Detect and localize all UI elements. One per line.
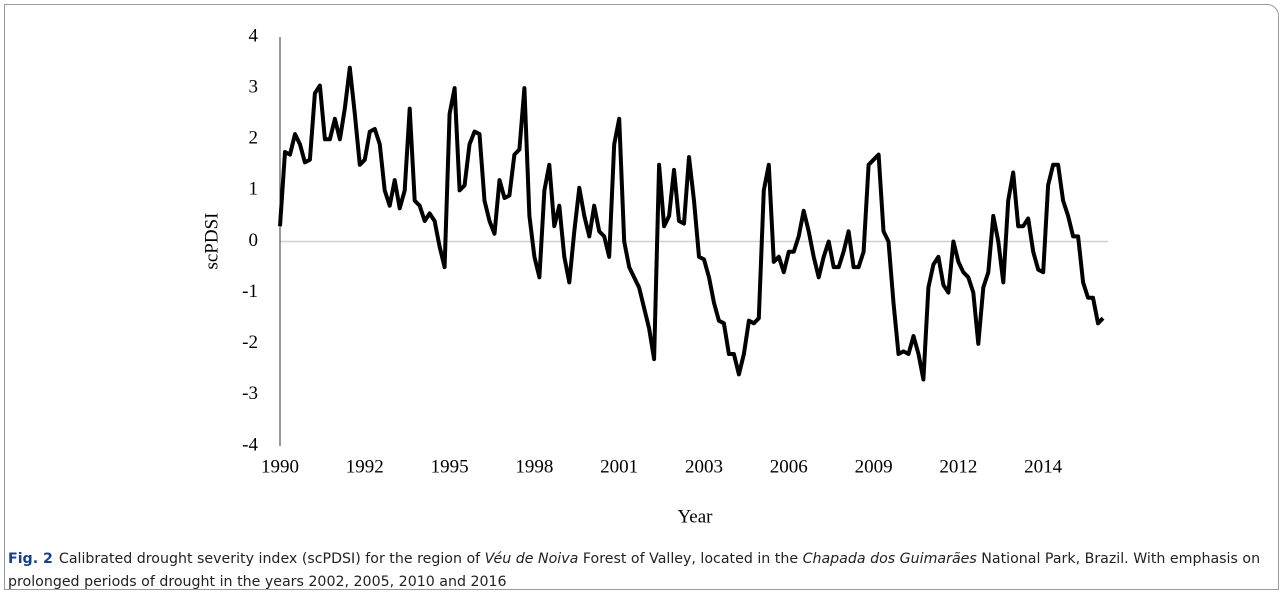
x-tick-label: 2001 [600,456,638,477]
x-axis-label: Year [677,506,713,527]
caption-text: Calibrated drought severity index (scPDS… [58,551,485,567]
y-tick-label: 4 [249,25,259,46]
data-line [278,65,1105,382]
y-tick-label: -4 [242,434,258,455]
x-tick-label: 1992 [346,456,384,477]
y-tick-label: -3 [242,383,258,404]
x-tick-label: 1990 [261,456,299,477]
caption-text: Véu de Noiva [484,551,579,567]
y-tick-label: 3 [249,76,259,97]
caption-text: Chapada dos Guimarães [802,551,977,567]
caption-text: National Park, Brazil. With emphasis on … [8,551,1261,590]
y-tick-label: 0 [249,230,259,251]
caption: Fig. 2 Calibrated drought severity index … [8,548,1273,594]
x-tick-label: 1995 [431,456,469,477]
x-tick-label: 2012 [939,456,977,477]
y-tick-label: -1 [242,281,258,302]
caption-text: Forest of Valley, located in the [578,551,803,567]
caption-label: Fig. 2 [8,551,53,567]
x-tick-label: 2003 [685,456,723,477]
y-tick-label: 1 [249,179,259,200]
chart: scPDSI Year -4 -3 -2 -1 0 1 2 3 4 1990 1992 1995 199… [201,25,1108,527]
x-tick-label: 2006 [770,456,808,477]
x-tick-label: 2009 [855,456,893,477]
x-tick-label: 2014 [1024,456,1063,477]
x-tick-label: 1998 [515,456,553,477]
y-tick-label: -2 [242,332,258,353]
figure-frame [4,4,1279,590]
y-tick-label: 2 [249,128,259,149]
y-axis-label: scPDSI [201,212,222,269]
